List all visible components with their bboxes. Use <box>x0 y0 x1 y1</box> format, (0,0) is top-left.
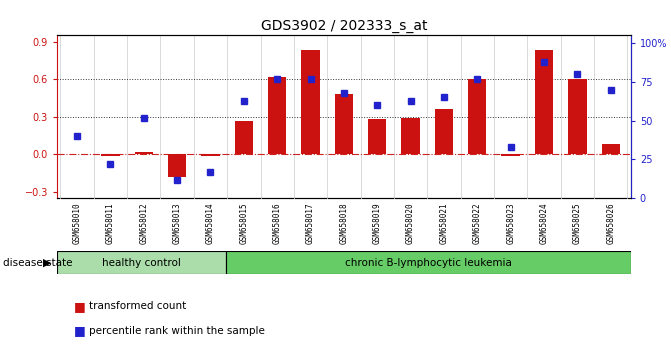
Bar <box>235 121 253 154</box>
Text: ■: ■ <box>74 300 86 313</box>
Bar <box>568 79 586 154</box>
Bar <box>501 154 520 156</box>
Text: GSM658022: GSM658022 <box>473 202 482 244</box>
Bar <box>335 94 353 154</box>
Bar <box>168 154 187 177</box>
Bar <box>301 50 319 154</box>
Bar <box>135 152 153 154</box>
Bar <box>57 251 225 274</box>
Text: healthy control: healthy control <box>102 258 181 268</box>
Bar <box>368 119 386 154</box>
Bar <box>225 251 631 274</box>
Text: chronic B-lymphocytic leukemia: chronic B-lymphocytic leukemia <box>345 258 512 268</box>
Text: ▶: ▶ <box>43 258 52 268</box>
Text: GSM658017: GSM658017 <box>306 202 315 244</box>
Text: GSM658016: GSM658016 <box>272 202 282 244</box>
Text: percentile rank within the sample: percentile rank within the sample <box>89 326 264 336</box>
Text: GSM658021: GSM658021 <box>440 202 448 244</box>
Text: GSM658011: GSM658011 <box>106 202 115 244</box>
Bar <box>435 109 453 154</box>
Text: disease state: disease state <box>3 258 73 268</box>
Bar <box>535 50 553 154</box>
Bar <box>101 154 119 156</box>
Text: GSM658010: GSM658010 <box>72 202 82 244</box>
Title: GDS3902 / 202333_s_at: GDS3902 / 202333_s_at <box>260 19 427 33</box>
Bar <box>201 154 219 156</box>
Text: GSM658024: GSM658024 <box>539 202 548 244</box>
Text: GSM658015: GSM658015 <box>240 202 248 244</box>
Text: GSM658019: GSM658019 <box>373 202 382 244</box>
Text: transformed count: transformed count <box>89 301 186 311</box>
Text: GSM658026: GSM658026 <box>606 202 615 244</box>
Text: GSM658014: GSM658014 <box>206 202 215 244</box>
Bar <box>468 79 486 154</box>
Text: GSM658013: GSM658013 <box>172 202 182 244</box>
Bar <box>268 77 287 154</box>
Text: GSM658018: GSM658018 <box>340 202 348 244</box>
Text: ■: ■ <box>74 325 86 337</box>
Text: GSM658012: GSM658012 <box>140 202 148 244</box>
Text: GSM658020: GSM658020 <box>406 202 415 244</box>
Text: GSM658025: GSM658025 <box>573 202 582 244</box>
Bar <box>401 118 420 154</box>
Text: GSM658023: GSM658023 <box>506 202 515 244</box>
Bar <box>602 144 620 154</box>
